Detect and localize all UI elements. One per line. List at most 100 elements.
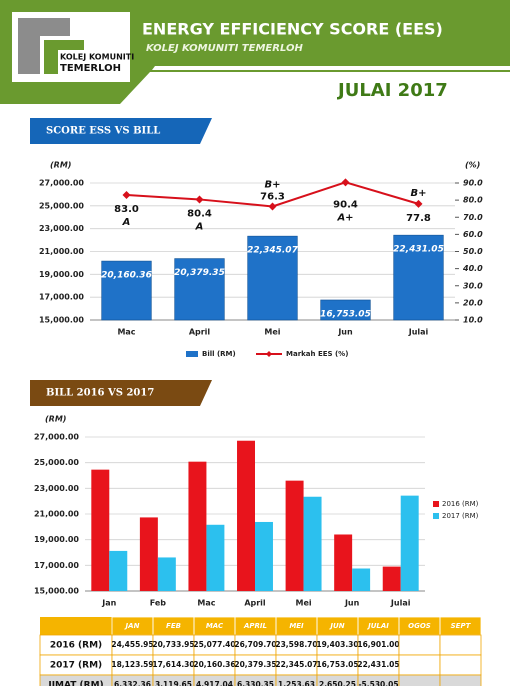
y2-tick-label: 60.0 <box>463 230 483 239</box>
y-tick-label: 21,000.00 <box>39 247 84 256</box>
x-tick-label: Feb <box>150 599 167 608</box>
bar <box>101 260 152 321</box>
table-header: MEI <box>289 622 304 630</box>
header-stripe <box>120 72 510 104</box>
table-value: 20,379.35 <box>234 660 276 669</box>
table-value: 25,077.40 <box>193 640 235 649</box>
table-header: OGOS <box>408 622 431 630</box>
table-cell <box>439 674 482 686</box>
x-tick-label: Mei <box>264 328 280 337</box>
y-tick-label: 23,000.00 <box>39 224 84 233</box>
table-header: MAC <box>206 622 224 630</box>
table-cell <box>398 674 441 686</box>
y2-tick-label: 40.0 <box>462 264 483 273</box>
y-axis-label: (RM) <box>50 161 71 170</box>
table-value: 17,614.30 <box>152 660 194 669</box>
bar-value-label: 22,431.05 <box>393 245 444 255</box>
x-tick-label: Mac <box>197 599 215 608</box>
y2-tick-label: 80.0 <box>463 196 483 205</box>
y-tick-label: 15,000.00 <box>34 587 79 596</box>
legend-swatch <box>186 351 198 357</box>
y-tick-label: 19,000.00 <box>39 270 84 279</box>
bar <box>247 235 298 321</box>
table-header: JUN <box>328 622 344 630</box>
bar <box>285 480 304 591</box>
table-cell <box>398 654 441 676</box>
table-header-row <box>40 617 481 635</box>
y-tick-label: 27,000.00 <box>34 433 79 442</box>
table-value: 24,455.95 <box>111 640 153 649</box>
logo-text: TEMERLOH <box>60 63 121 74</box>
bar <box>139 517 158 591</box>
x-tick-label: Julai <box>408 328 429 337</box>
bar <box>352 568 371 591</box>
logo-shape <box>18 18 70 36</box>
y-axis-label: (RM) <box>45 415 66 424</box>
table-header: JAN <box>124 622 140 630</box>
x-tick-label: April <box>244 599 266 608</box>
section-ribbon <box>30 118 212 144</box>
bar <box>188 461 207 591</box>
table-value: 22,345.07 <box>275 660 317 669</box>
grade-label: A+ <box>336 212 353 223</box>
line-value-label: 90.4 <box>333 199 358 210</box>
y-tick-label: 21,000.00 <box>34 510 79 519</box>
line-value-label: 83.0 <box>114 204 139 215</box>
month: JULAI 2017 <box>336 80 448 101</box>
table-value: 16,901.00 <box>357 640 399 649</box>
bar <box>400 495 419 591</box>
y2-axis-label: (%) <box>465 161 480 170</box>
legend-swatch <box>433 513 439 519</box>
table-value: 2,650.25 <box>319 680 356 686</box>
section-title: SCORE ESS VS BILL <box>46 126 160 137</box>
table-cell <box>439 634 482 656</box>
bar <box>303 496 322 591</box>
y2-tick-label: 90.0 <box>463 179 483 188</box>
legend-label: 2016 (RM) <box>442 500 479 508</box>
table-value: 19,403.30 <box>316 640 358 649</box>
bar <box>91 469 110 591</box>
table-value: 16,753.05 <box>316 660 358 669</box>
bar-value-label: 20,160.36 <box>101 271 152 281</box>
table-cell <box>439 654 482 676</box>
line-value-label: 77.8 <box>406 213 431 224</box>
bar <box>393 234 444 321</box>
section-title: BILL 2016 VS 2017 <box>46 388 154 399</box>
y2-tick-label: 30.0 <box>463 281 483 290</box>
table-value: 6,330.35 <box>237 680 274 686</box>
x-tick-label: Mac <box>117 328 135 337</box>
header-line <box>152 66 510 70</box>
table-value: 1,253.63 <box>278 680 315 686</box>
y-tick-label: 27,000.00 <box>39 179 84 188</box>
bar-value-label: 22,345.07 <box>247 246 298 256</box>
bar <box>382 566 401 591</box>
bar <box>334 534 353 591</box>
bar <box>174 258 225 321</box>
table-value: 26,709.70 <box>234 640 276 649</box>
table-header: FEB <box>166 622 181 630</box>
bar <box>255 521 273 591</box>
bar <box>157 557 176 591</box>
x-tick-label: Mei <box>296 599 312 608</box>
table-value: 23,598.70 <box>275 640 317 649</box>
bar-value-label: 20,379.35 <box>174 268 225 278</box>
table-value: 20,733.95 <box>152 640 194 649</box>
table-value: 4,917.04 <box>196 680 233 686</box>
table-value: 22,431.05 <box>357 660 399 669</box>
bar-value-label: 16,753.05 <box>320 309 371 319</box>
table-header: JULAI <box>366 622 389 630</box>
grade-label: A <box>122 217 131 228</box>
line-marker <box>414 199 423 208</box>
x-tick-label: April <box>189 328 211 337</box>
legend-label: 2017 (RM) <box>442 512 479 520</box>
table-value: 18,123.59 <box>111 660 153 669</box>
table-row-label: 2017 (RM) <box>50 661 102 671</box>
line-marker <box>195 195 204 204</box>
x-tick-label: Julai <box>390 599 411 608</box>
line-marker <box>122 190 131 199</box>
section-ribbon <box>30 380 212 406</box>
line-value-label: 76.3 <box>260 191 285 202</box>
y-tick-label: 23,000.00 <box>34 484 79 493</box>
table-row-label: 2016 (RM) <box>50 641 102 651</box>
x-tick-label: Jan <box>101 599 116 608</box>
